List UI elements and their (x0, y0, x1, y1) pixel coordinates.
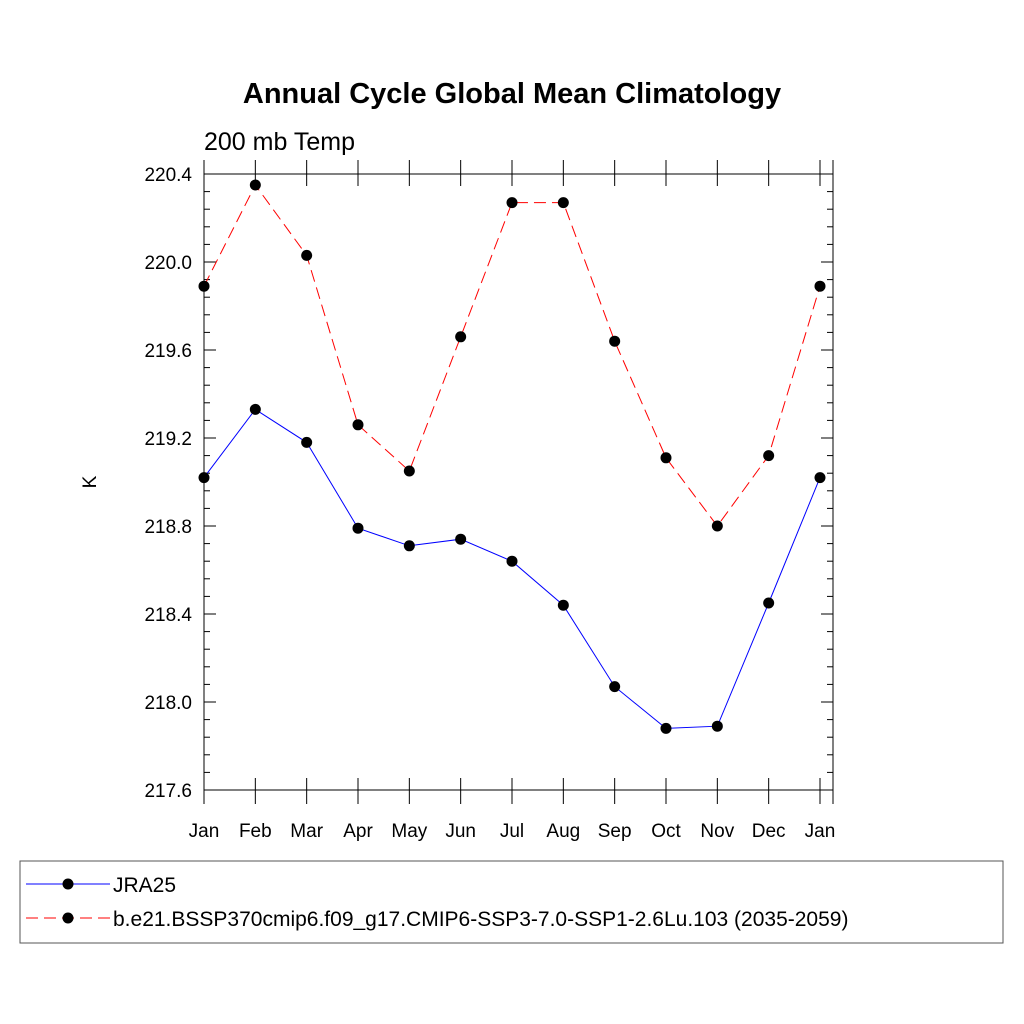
x-tick-label: Feb (239, 821, 272, 842)
data-point (557, 197, 569, 209)
data-point (506, 197, 518, 209)
data-point (711, 720, 723, 732)
x-tick-label: May (391, 821, 427, 842)
data-point (557, 599, 569, 611)
x-tick-label: Jul (500, 821, 524, 842)
x-axis: Jan Feb Mar Apr May Jun Jul Aug Sep Oct Nov Dec Jan (189, 160, 836, 842)
data-point (198, 280, 210, 292)
y-tick-label: 220.4 (144, 165, 192, 186)
data-point (814, 472, 826, 484)
y-tick-label: 219.2 (144, 429, 192, 450)
data-point (763, 450, 775, 462)
x-tick-label: Nov (700, 821, 734, 842)
x-tick-label: Sep (598, 821, 632, 842)
x-tick-label: Jun (445, 821, 476, 842)
plot-frame (203, 160, 834, 804)
data-point (455, 533, 467, 545)
data-point (198, 472, 210, 484)
y-axis: 217.6 218.0 218.4 218.8 219.2 219.6 220.0 220.4 (144, 165, 833, 802)
data-point (301, 436, 313, 448)
x-tick-label: Dec (752, 821, 786, 842)
data-point (609, 335, 621, 347)
chart-title: Annual Cycle Global Mean Climatology (243, 78, 781, 110)
legend-marker (62, 912, 74, 924)
data-point (763, 597, 775, 609)
series-line (203, 184, 821, 527)
series-layer (198, 179, 826, 734)
x-tick-label: Mar (290, 821, 323, 842)
x-tick-label: Oct (651, 821, 681, 842)
y-tick-label: 219.6 (144, 341, 192, 362)
data-point (609, 681, 621, 693)
y-tick-label: 218.0 (144, 693, 192, 714)
data-point (455, 331, 467, 343)
data-point (660, 452, 672, 464)
y-tick-label: 218.8 (144, 517, 192, 538)
series-line (203, 408, 821, 729)
data-point (249, 179, 261, 191)
series-0 (198, 403, 826, 734)
x-tick-label: Jan (189, 821, 220, 842)
y-axis-label: K (80, 475, 101, 488)
data-point (301, 249, 313, 261)
data-point (711, 520, 723, 532)
x-tick-label: Apr (343, 821, 373, 842)
x-tick-label: Aug (546, 821, 580, 842)
chart-subtitle: 200 mb Temp (204, 128, 355, 156)
legend-box (19, 860, 1004, 944)
data-point (814, 280, 826, 292)
data-point (506, 555, 518, 567)
data-point (352, 419, 364, 431)
series-1 (198, 179, 826, 532)
data-point (403, 465, 415, 477)
legend: JRA25 b.e21.BSSP370cmip6.f09_g17.CMIP6-SS… (19, 860, 1004, 944)
data-point (249, 403, 261, 415)
data-point (403, 540, 415, 552)
data-point (352, 522, 364, 534)
y-tick-label: 220.0 (144, 253, 192, 274)
y-tick-label: 218.4 (144, 605, 192, 626)
x-tick-label: Jan (805, 821, 836, 842)
legend-entry-label: JRA25 (113, 874, 176, 897)
legend-marker (62, 878, 74, 890)
data-point (660, 722, 672, 734)
y-tick-label: 217.6 (144, 781, 192, 802)
legend-entry-label: b.e21.BSSP370cmip6.f09_g17.CMIP6-SSP3-7.… (113, 908, 848, 931)
